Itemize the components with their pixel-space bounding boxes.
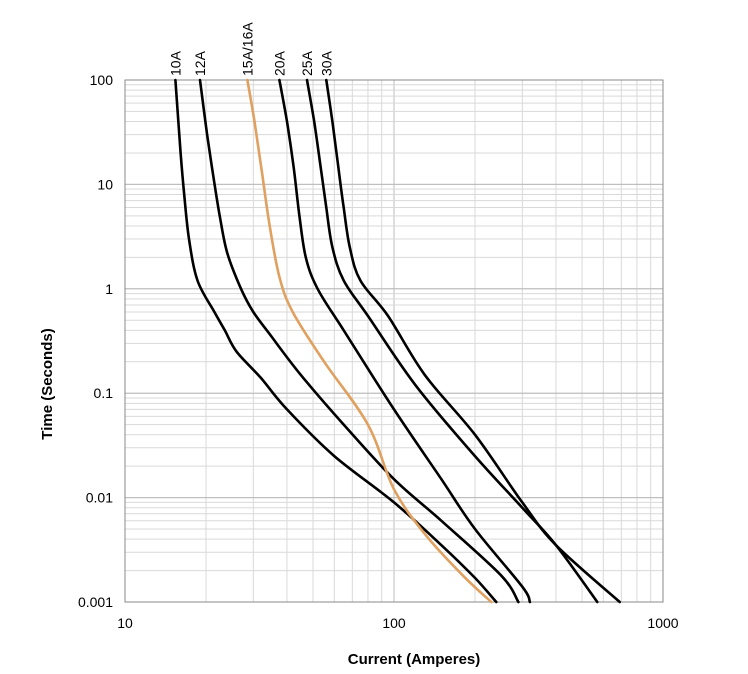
curve-30a [325,78,621,604]
curve-12a [198,78,520,604]
curve-20a [278,78,532,604]
x-axis-title: Current (Amperes) [348,651,481,668]
series-label-15a-16a: 15A/16A [239,22,255,76]
y-tick-label: 1 [105,281,113,297]
x-tick-label: 10 [117,615,133,631]
curve-group [174,78,621,604]
x-tick-label: 1000 [647,615,678,631]
curve-25a [305,78,599,604]
y-tick-label: 0.001 [78,594,113,610]
x-tick-label: 100 [382,615,406,631]
series-label-10a: 10A [167,50,183,76]
y-tick-label: 10 [97,176,113,192]
series-label-12a: 12A [192,50,208,76]
curve-10a [174,78,498,604]
series-label-25a: 25A [299,50,315,76]
x-tick-labels: 10 100 1000 [117,615,679,631]
plot-grid [124,79,664,603]
y-tick-labels: 100 10 1 0.1 0.01 0.001 [78,72,113,610]
y-tick-label: 100 [90,72,114,88]
y-tick-label: 0.1 [94,385,114,401]
y-axis-title: Time (Seconds) [39,328,56,439]
y-tick-label: 0.01 [86,490,113,506]
series-labels: 10A 12A 15A/16A 20A 25A 30A [167,22,334,76]
series-label-30a: 30A [318,50,334,76]
curve-15a-16a [246,78,493,604]
plot-frame [124,79,664,603]
series-label-20a: 20A [271,50,287,76]
